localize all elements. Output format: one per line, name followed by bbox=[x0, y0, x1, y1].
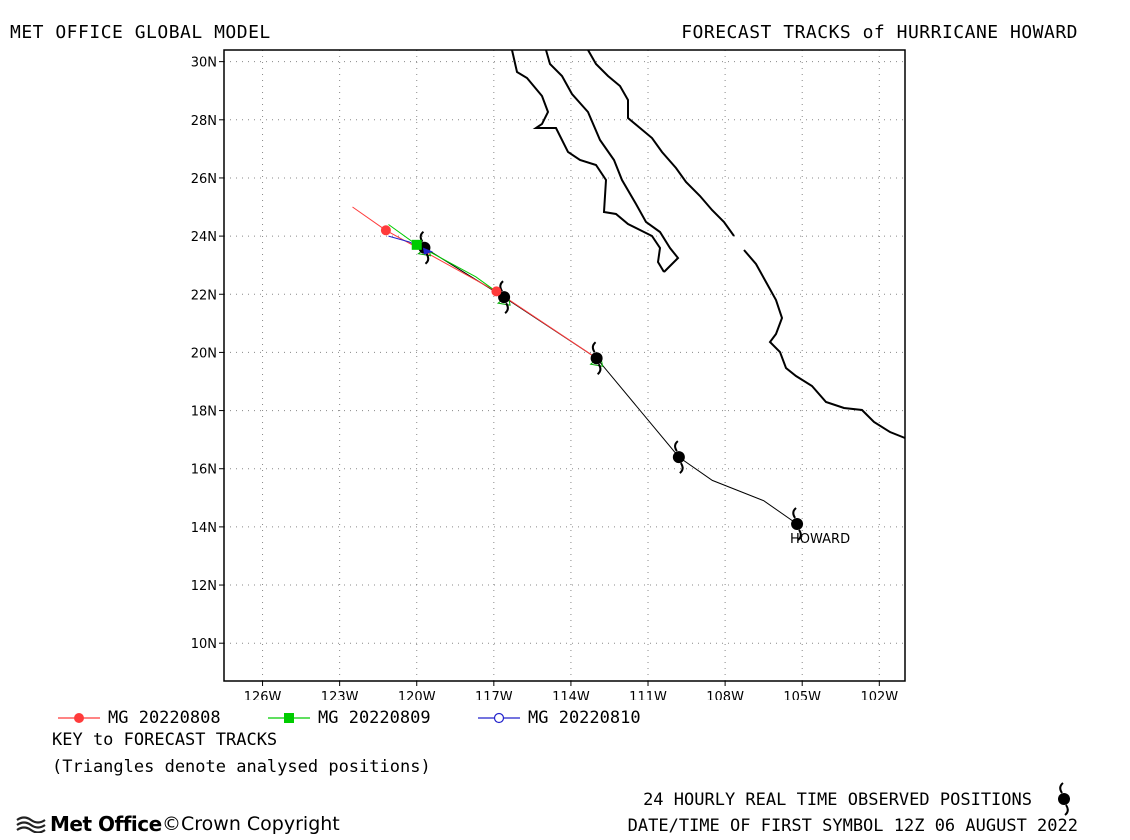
lon-tick-label: 114W bbox=[552, 690, 590, 700]
lat-tick-label: 26N bbox=[191, 172, 217, 187]
plot-frame bbox=[223, 49, 906, 682]
hurricane-symbol-icon bbox=[791, 507, 804, 541]
first-symbol-datetime: DATE/TIME OF FIRST SYMBOL 12Z 06 AUGUST … bbox=[627, 816, 1078, 836]
lat-tick-label: 24N bbox=[191, 230, 217, 245]
tracks-layer bbox=[352, 206, 804, 541]
lat-tick-label: 22N bbox=[191, 288, 217, 303]
hurricane-symbol-icon bbox=[498, 280, 511, 314]
lat-tick-label: 10N bbox=[191, 637, 217, 652]
met-office-logo: Met Office bbox=[16, 812, 162, 836]
legend-item-mg-20220809: MG 20220809 bbox=[268, 708, 431, 728]
lat-tick-label: 14N bbox=[191, 521, 217, 536]
mainland-coast-south bbox=[743, 249, 906, 439]
lat-tick-label: 18N bbox=[191, 405, 217, 420]
coastline bbox=[511, 49, 906, 439]
lon-tick-label: 117W bbox=[475, 690, 513, 700]
red-circle-marker-icon bbox=[58, 713, 100, 723]
blue-forecast-arrow bbox=[423, 247, 434, 255]
lon-tick-label: 126W bbox=[244, 690, 282, 700]
legend-label: MG 20220809 bbox=[318, 708, 431, 728]
forecast-marker bbox=[380, 225, 391, 236]
lon-tick-label: 123W bbox=[321, 690, 359, 700]
lon-tick-label: 111W bbox=[629, 690, 667, 700]
hurricane-symbol-icon bbox=[590, 341, 603, 376]
lat-tick-label: 30N bbox=[191, 56, 217, 71]
observed-track-line bbox=[424, 247, 798, 525]
key-title: KEY to FORECAST TRACKS bbox=[52, 730, 278, 750]
lat-tick-label: 12N bbox=[191, 579, 217, 594]
hurricane-symbol-icon bbox=[672, 440, 685, 474]
mainland-coast bbox=[587, 49, 735, 237]
legend-item-mg-20220810: MG 20220810 bbox=[478, 708, 641, 728]
met-office-waves-icon bbox=[16, 816, 46, 833]
lat-tick-label: 28N bbox=[191, 114, 217, 129]
lon-tick-label: 108W bbox=[706, 690, 744, 700]
legend-label: MG 20220810 bbox=[528, 708, 641, 728]
hurricane-symbol-icon bbox=[1058, 782, 1070, 816]
key-note: (Triangles denote analysed positions) bbox=[52, 757, 431, 777]
baja-gulf-coast bbox=[545, 49, 680, 273]
observed-positions-text: 24 HOURLY REAL TIME OBSERVED POSITIONS bbox=[643, 790, 1032, 810]
lat-tick-label: 16N bbox=[191, 463, 217, 478]
model-title: MET OFFICE GLOBAL MODEL bbox=[10, 22, 271, 43]
lon-tick-label: 105W bbox=[783, 690, 821, 700]
logo-text: Met Office bbox=[50, 812, 162, 836]
chart-title: FORECAST TRACKS of HURRICANE HOWARD bbox=[681, 22, 1078, 43]
lon-tick-label: 120W bbox=[398, 690, 436, 700]
graticule-grid bbox=[219, 50, 905, 686]
longitude-labels: 126W 123W 120W 117W 114W 111W 108W 105W 102W bbox=[244, 690, 899, 700]
copyright: ©Crown Copyright bbox=[162, 813, 340, 835]
storm-label: HOWARD bbox=[790, 532, 850, 547]
forecast-track-line bbox=[388, 224, 505, 298]
lat-tick-label: 20N bbox=[191, 346, 217, 361]
legend-label: MG 20220808 bbox=[108, 708, 221, 728]
latitude-labels: 30N 28N 26N 24N 22N 20N 18N 16N 14N 12N 10N bbox=[191, 56, 217, 653]
forecast-marker bbox=[491, 286, 502, 297]
forecast-track-line bbox=[352, 206, 597, 359]
blue-open-circle-marker-icon bbox=[478, 712, 520, 724]
green-square-marker-icon bbox=[268, 713, 310, 723]
lon-tick-label: 102W bbox=[860, 690, 898, 700]
baja-pacific-coast bbox=[511, 49, 665, 273]
forecast-marker bbox=[411, 239, 422, 250]
legend-item-mg-20220808: MG 20220808 bbox=[58, 708, 221, 728]
